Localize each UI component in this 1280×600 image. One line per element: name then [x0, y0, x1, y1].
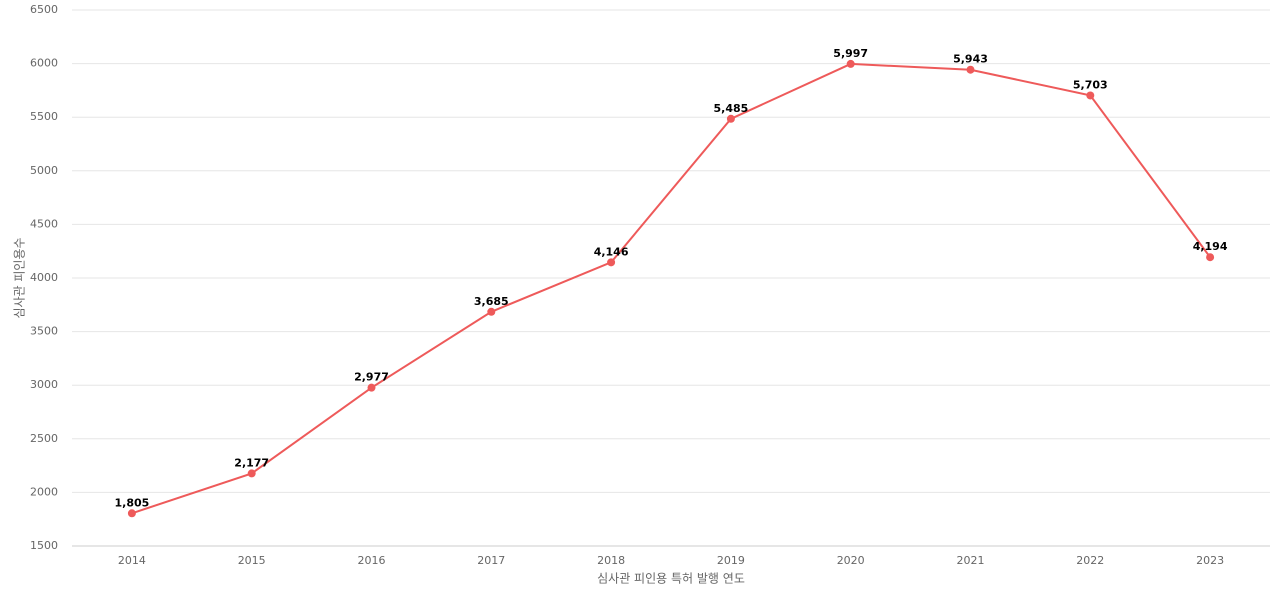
data-point — [726, 114, 735, 123]
y-tick-label: 3000 — [30, 378, 58, 391]
y-tick-label: 4000 — [30, 271, 58, 284]
value-label: 1,805 — [115, 496, 150, 509]
y-tick-label: 3500 — [30, 325, 58, 338]
y-tick-label: 5500 — [30, 110, 58, 123]
data-point — [1206, 253, 1215, 262]
y-axis-label: 심사관 피인용수 — [13, 237, 27, 318]
y-tick-label: 6000 — [30, 57, 58, 70]
value-label: 5,997 — [833, 47, 868, 60]
y-tick-label: 1500 — [30, 539, 58, 552]
value-label: 5,943 — [953, 53, 988, 66]
data-point — [1086, 91, 1095, 100]
value-label: 2,177 — [234, 456, 269, 469]
x-tick-label: 2014 — [118, 554, 146, 567]
y-tick-label: 2500 — [30, 432, 58, 445]
value-label: 5,703 — [1073, 78, 1108, 91]
value-label: 2,977 — [354, 371, 389, 384]
data-point — [966, 65, 975, 74]
data-point — [127, 509, 136, 518]
y-tick-label: 2000 — [30, 485, 58, 498]
data-point — [367, 383, 376, 392]
data-point — [607, 258, 616, 267]
value-label: 5,485 — [714, 102, 749, 115]
x-tick-label: 2021 — [957, 554, 985, 567]
x-axis-label: 심사관 피인용 특허 발행 연도 — [597, 571, 745, 586]
data-point — [487, 307, 496, 316]
y-tick-label: 6500 — [30, 3, 58, 16]
x-tick-label: 2019 — [717, 554, 745, 567]
x-tick-label: 2023 — [1196, 554, 1224, 567]
data-line — [131, 62, 1211, 515]
x-tick-label: 2020 — [837, 554, 865, 567]
y-tick-label: 4500 — [30, 217, 58, 230]
x-tick-label: 2017 — [477, 554, 505, 567]
data-point — [846, 59, 855, 68]
y-tick-label: 5000 — [30, 164, 58, 177]
value-label: 4,194 — [1193, 240, 1228, 253]
data-point — [247, 469, 256, 478]
value-label: 4,146 — [594, 245, 629, 258]
x-tick-label: 2015 — [238, 554, 266, 567]
x-tick-label: 2022 — [1076, 554, 1104, 567]
value-label: 3,685 — [474, 295, 509, 308]
x-tick-label: 2018 — [597, 554, 625, 567]
x-tick-label: 2016 — [358, 554, 386, 567]
